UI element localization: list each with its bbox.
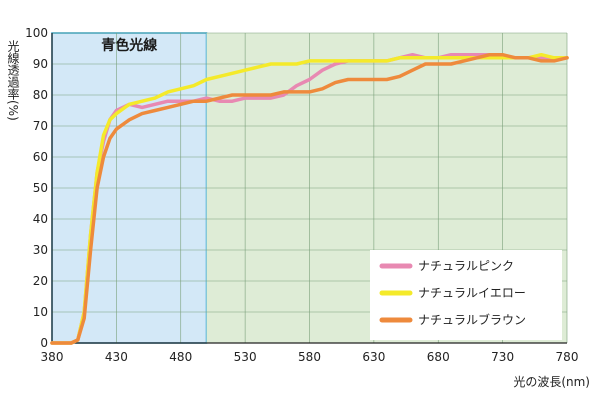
- axes: [51, 33, 567, 344]
- y-tick-label: 50: [33, 181, 48, 195]
- x-tick-label: 680: [427, 350, 450, 364]
- region-label-0: 青色光線: [101, 37, 157, 54]
- legend-label-2: ナチュラルブラウン: [418, 312, 526, 327]
- y-tick-label: 40: [33, 212, 48, 226]
- y-tick-label: 80: [33, 88, 48, 102]
- y-tick-label: 90: [33, 57, 48, 71]
- y-tick-label: 30: [33, 243, 48, 257]
- y-tick-label: 10: [33, 305, 48, 319]
- x-tick-label: 730: [491, 350, 514, 364]
- x-tick-label: 480: [169, 350, 192, 364]
- x-tick-label: 380: [41, 350, 64, 364]
- tick-labels: 380 430 480 530 580 630 680 730 780 0 10 20 30 40 50 60…: [25, 26, 578, 364]
- x-tick-label: 580: [298, 350, 321, 364]
- x-tick-label: 630: [362, 350, 385, 364]
- x-tick-label: 780: [556, 350, 579, 364]
- series-line-2: [50, 52, 569, 345]
- x-tick-label: 430: [105, 350, 128, 364]
- legend-label-0: ナチュラルピンク: [418, 259, 514, 273]
- x-tick-label: 530: [234, 350, 257, 364]
- y-tick-label: 100: [25, 26, 48, 40]
- y-tick-label: 70: [33, 119, 48, 133]
- legend-label-1: ナチュラルイエロー: [418, 286, 526, 300]
- y-tick-label: 0: [40, 336, 48, 350]
- series-lines: [50, 52, 569, 345]
- y-tick-label: 20: [33, 274, 48, 288]
- y-axis-label: 光線透過率(%): [6, 40, 20, 121]
- y-tick-label: 60: [33, 150, 48, 164]
- x-axis-label: 光の波長(nm): [513, 375, 590, 389]
